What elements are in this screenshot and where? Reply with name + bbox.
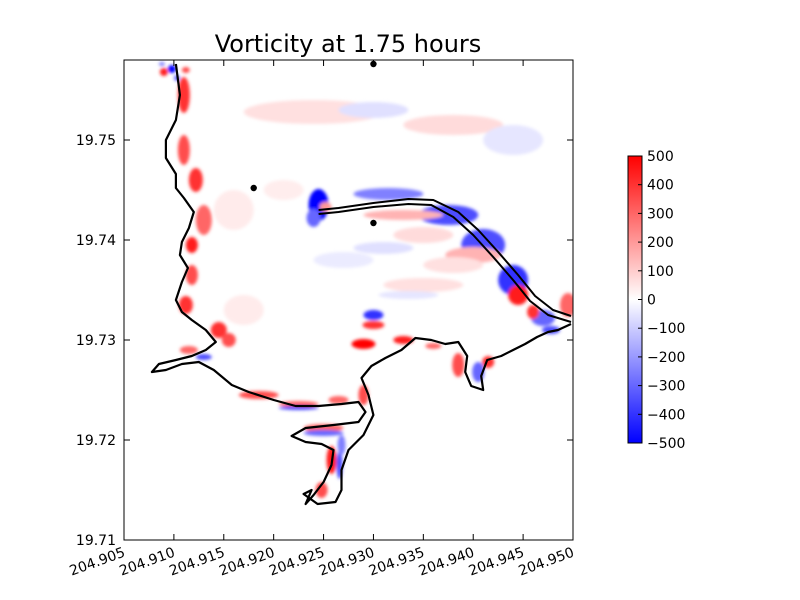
plot-area: 204.905204.910204.915204.920204.925204.9… <box>67 59 576 580</box>
y-tick-label: 19.74 <box>76 233 116 249</box>
y-tick-label: 19.73 <box>76 333 116 349</box>
vorticity-patch <box>213 190 254 230</box>
vorticity-patch <box>337 435 346 455</box>
x-tick-label: 204.905 <box>67 545 127 580</box>
vorticity-patch <box>315 482 328 498</box>
vorticity-patch <box>351 339 376 349</box>
x-tick-label: 204.940 <box>417 545 477 580</box>
colorbar-tick-label: 100 <box>647 264 674 280</box>
vorticity-patch <box>393 227 454 243</box>
colorbar-ticks: 500 400 300 200 100 0 −100 −200 −300 −400 −500 <box>638 149 685 452</box>
y-tick-label: 19.75 <box>76 133 116 149</box>
x-tick-label: 204.930 <box>317 545 377 580</box>
gauge-point <box>370 219 377 227</box>
y-tick-label: 19.71 <box>76 533 116 549</box>
vorticity-patch <box>378 291 439 299</box>
vorticity-patch <box>177 77 190 113</box>
vorticity-patch <box>423 257 484 273</box>
vorticity-patch <box>560 293 573 317</box>
vorticity-patch <box>223 295 264 325</box>
breakwater-upper-edge <box>318 198 572 317</box>
vorticity-patch <box>313 252 374 268</box>
vorticity-patch <box>177 135 190 165</box>
vorticity-patch <box>353 242 414 254</box>
vorticity-patch <box>167 65 176 73</box>
vorticity-patch <box>179 346 198 354</box>
vorticity-patch <box>210 322 227 338</box>
y-axis: 19.71 19.72 19.73 19.74 19.75 <box>76 133 573 549</box>
vorticity-patch <box>363 210 444 220</box>
y-tick-label: 19.72 <box>76 433 116 449</box>
vorticity-patch <box>425 343 442 349</box>
colorbar-tick-label: 400 <box>647 178 674 194</box>
colorbar: 500 400 300 200 100 0 −100 −200 −300 −400 −500 <box>627 149 685 452</box>
vorticity-patch <box>188 168 203 192</box>
vorticity-patch <box>362 321 385 329</box>
colorbar-tick-label: −500 <box>647 436 685 452</box>
vorticity-patch <box>383 278 464 292</box>
plot-frame <box>123 59 574 541</box>
vorticity-patch <box>195 354 212 360</box>
colorbar-tick-label: −400 <box>647 407 685 423</box>
x-tick-label: 204.920 <box>217 545 277 580</box>
vorticity-patch <box>185 265 198 285</box>
vorticity-patch <box>353 188 424 200</box>
vorticity-patch <box>452 353 465 377</box>
vorticity-patch <box>403 115 504 135</box>
colorbar-tick-label: 500 <box>647 149 674 165</box>
vorticity-patch <box>185 237 198 253</box>
vorticity-patch <box>195 205 212 235</box>
vorticity-patch <box>508 285 529 305</box>
vorticity-patch <box>527 305 540 319</box>
breakwater-lower-edge <box>318 203 572 323</box>
vorticity-patch <box>306 209 321 227</box>
vorticity-patch <box>178 296 193 314</box>
vorticity-patch <box>158 62 165 66</box>
vorticity-patch <box>328 396 349 404</box>
vorticity-patch <box>393 336 414 344</box>
vorticity-patch <box>263 180 304 200</box>
vorticity-patch <box>358 385 369 405</box>
colorbar-tick-label: 300 <box>647 206 674 222</box>
colorbar-tick-label: 0 <box>647 293 656 309</box>
vorticity-patch <box>338 102 409 118</box>
x-tick-label: 204.925 <box>267 545 327 580</box>
chart-title: Vorticity at 1.75 hours <box>215 30 482 58</box>
vorticity-patch <box>363 310 384 320</box>
x-tick-label: 204.910 <box>117 545 177 580</box>
vorticity-patch <box>483 125 544 155</box>
x-tick-label: 204.950 <box>516 545 576 580</box>
colorbar-tick-label: −100 <box>647 321 685 337</box>
vorticity-patch <box>221 333 236 347</box>
x-tick-label: 204.915 <box>167 545 227 580</box>
x-tick-label: 204.945 <box>467 545 527 580</box>
colorbar-tick-label: 200 <box>647 235 674 251</box>
vorticity-patch <box>159 68 168 76</box>
x-tick-label: 204.935 <box>367 545 427 580</box>
colorbar-tick-label: −300 <box>647 379 685 395</box>
vorticity-patch <box>181 67 190 73</box>
coastline <box>150 63 572 506</box>
gauge-point <box>250 184 257 192</box>
coastline-layer <box>150 63 572 506</box>
colorbar-tick-label: −200 <box>647 350 685 366</box>
vorticity-patch <box>303 430 344 436</box>
